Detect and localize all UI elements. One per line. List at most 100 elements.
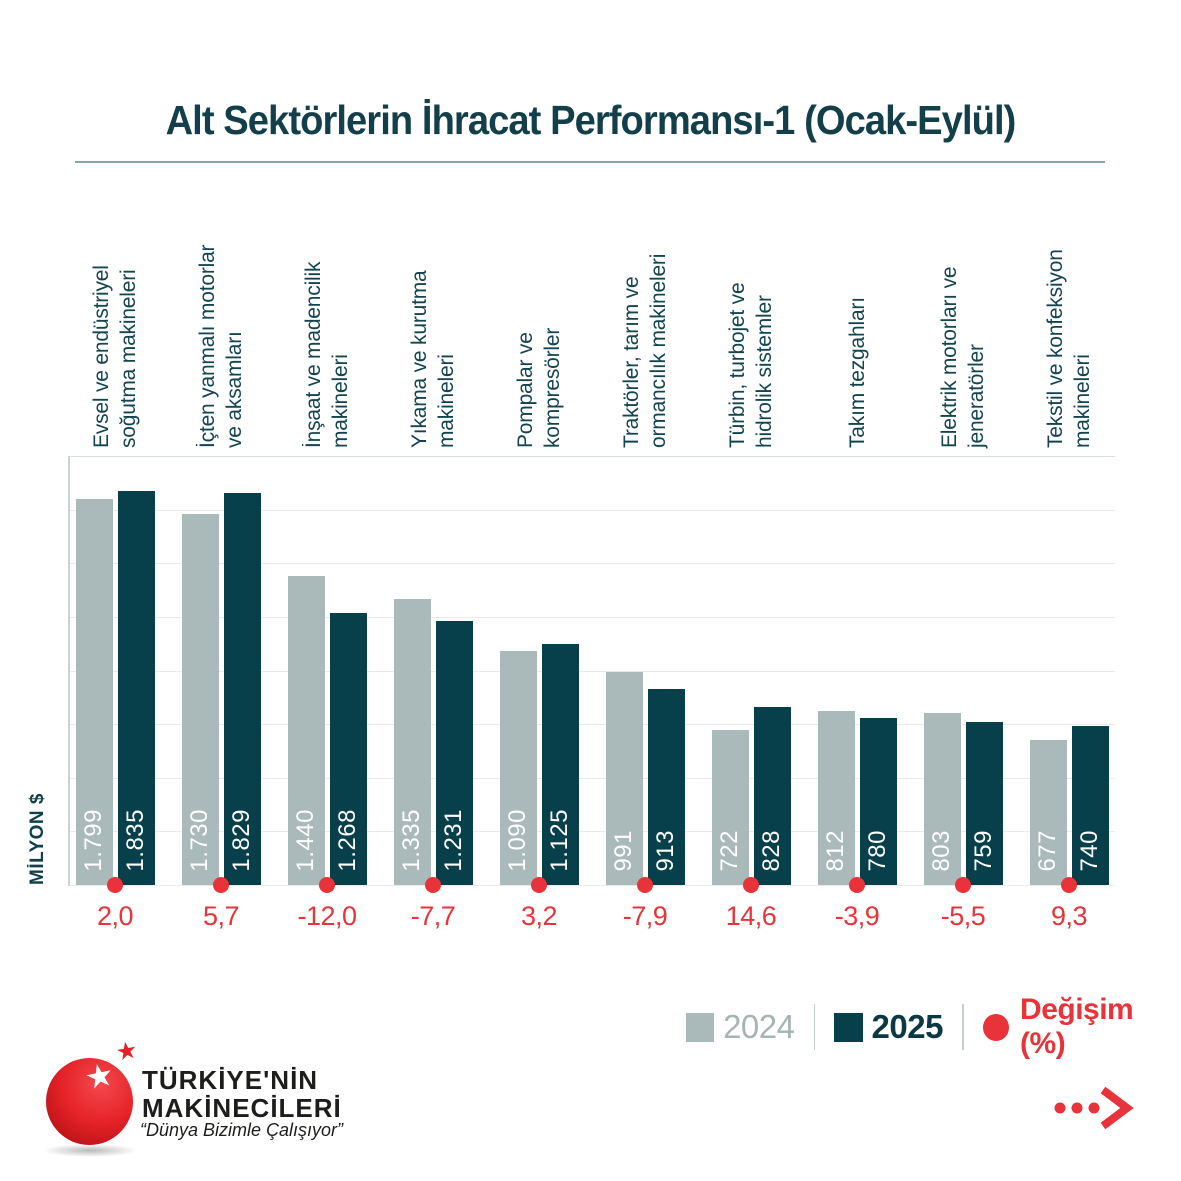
gridline bbox=[68, 616, 1115, 618]
category-label: Pompalar ve kompresörler bbox=[494, 185, 584, 448]
category-label-text: Yıkama ve kurutma makineleri bbox=[408, 270, 458, 449]
legend-label-2024: 2024 bbox=[723, 1008, 795, 1045]
category-label-text: Traktörler, tarım ve ormancılık makinele… bbox=[620, 253, 670, 448]
more-arrow-icon bbox=[1054, 1086, 1134, 1130]
category-label-text: Elektrik motorları ve jeneratörler bbox=[938, 266, 988, 448]
change-dot-icon bbox=[107, 877, 123, 893]
bar-value-label: 780 bbox=[864, 830, 891, 872]
bar-2025: 913 bbox=[647, 689, 685, 885]
chart-title: Alt Sektörlerin İhracat Performansı-1 (O… bbox=[165, 97, 1017, 143]
category-label: Türbin, turbojet ve hidrolik sistemler bbox=[706, 185, 796, 448]
bar-2025: 828 bbox=[753, 707, 791, 885]
gridline bbox=[68, 724, 1115, 726]
y-axis-line bbox=[68, 456, 70, 886]
change-dot-icon bbox=[637, 877, 653, 893]
bar-value-label: 740 bbox=[1076, 830, 1103, 872]
legend-divider bbox=[961, 1004, 964, 1050]
change-value: -12,0 bbox=[297, 901, 357, 931]
change-dot-icon bbox=[955, 877, 971, 893]
legend-label-2025: 2025 bbox=[871, 1008, 944, 1045]
bar-2024: 1.440 bbox=[287, 576, 325, 885]
gridline bbox=[68, 509, 1115, 511]
category-label-text: Tekstil ve konfeksiyon makineleri bbox=[1044, 249, 1094, 448]
change-dot-icon bbox=[1061, 877, 1077, 893]
legend-swatch-2024 bbox=[686, 1012, 715, 1042]
header-divider bbox=[75, 161, 1105, 163]
gridline bbox=[68, 670, 1115, 672]
bar-2024: 803 bbox=[923, 713, 961, 885]
gridline bbox=[68, 885, 1115, 886]
change-value: 14,6 bbox=[725, 901, 777, 931]
gridline bbox=[68, 456, 1115, 457]
legend-divider bbox=[813, 1004, 816, 1050]
category-label-text: Takım tezgahları bbox=[845, 297, 869, 448]
category-label: Yıkama ve kurutma makineleri bbox=[388, 185, 478, 449]
bar-2024: 1.335 bbox=[393, 599, 431, 885]
change-value: 3,2 bbox=[520, 901, 558, 931]
logo-slogan: “Dünya Bizimle Çalışıyor” bbox=[140, 1120, 344, 1140]
bar-value-label: 991 bbox=[610, 830, 637, 872]
change-dot-icon bbox=[319, 877, 335, 893]
bar-2024: 812 bbox=[817, 711, 855, 885]
change-dot-icon bbox=[743, 877, 759, 893]
bar-value-label: 1.835 bbox=[122, 809, 149, 872]
bar-2025: 780 bbox=[859, 718, 897, 885]
bar-2025: 740 bbox=[1071, 726, 1109, 885]
change-value: 9,3 bbox=[1050, 901, 1088, 931]
star-icon: ★ bbox=[81, 1055, 118, 1097]
logo-sphere-icon bbox=[46, 1058, 133, 1145]
legend-change-dot-icon bbox=[982, 1013, 1010, 1041]
category-label: Takım tezgahları bbox=[812, 185, 902, 448]
logo-name-line1: TÜRKİYE'NİN bbox=[142, 1065, 319, 1095]
bar-value-label: 828 bbox=[758, 830, 785, 872]
bar-2024: 991 bbox=[605, 672, 643, 885]
small-star-icon: ★ bbox=[113, 1036, 140, 1067]
bar-2024: 1.799 bbox=[75, 499, 113, 885]
bar-value-label: 1.440 bbox=[292, 809, 319, 872]
logo: ★ ★ TÜRKİYE'NİN MAKİNECİLERİ “Dünya Bizi… bbox=[40, 1036, 380, 1175]
gridline bbox=[68, 777, 1115, 779]
bar-2024: 1.730 bbox=[181, 514, 219, 885]
category-label-text: İçten yanmalı motorlar ve aksamları bbox=[196, 244, 246, 448]
bar-2025: 1.829 bbox=[223, 493, 261, 885]
y-axis-label-text: MİLYON $ bbox=[27, 793, 48, 885]
bar-2024: 1.090 bbox=[499, 651, 537, 885]
bar-value-label: 1.799 bbox=[80, 809, 107, 872]
bar-2025: 1.125 bbox=[541, 644, 579, 885]
change-value: -3,9 bbox=[834, 901, 880, 931]
bar-value-label: 1.090 bbox=[504, 809, 531, 872]
bar-value-label: 913 bbox=[652, 830, 679, 872]
category-label: İnşaat ve madencilik makineleri bbox=[282, 185, 372, 448]
bar-2024: 677 bbox=[1029, 740, 1067, 885]
category-label: Evsel ve endüstriyel soğutma makineleri bbox=[70, 185, 160, 448]
logo-name-line2: MAKİNECİLERİ bbox=[142, 1093, 342, 1123]
legend: 2024 2025 Değişim (%) bbox=[686, 993, 1181, 1060]
bar-value-label: 1.125 bbox=[546, 809, 573, 872]
logo-shadow bbox=[42, 1144, 138, 1157]
bar-2025: 1.835 bbox=[117, 491, 155, 885]
bar-value-label: 1.268 bbox=[334, 809, 361, 872]
gridline bbox=[68, 563, 1115, 565]
bar-value-label: 1.829 bbox=[228, 809, 255, 872]
gridline bbox=[68, 831, 1115, 833]
bar-value-label: 759 bbox=[970, 830, 997, 872]
category-label: Tekstil ve konfeksiyon makineleri bbox=[1024, 185, 1114, 448]
category-label-text: Evsel ve endüstriyel soğutma makineleri bbox=[90, 265, 140, 448]
change-value: -5,5 bbox=[940, 901, 986, 931]
bar-2024: 722 bbox=[711, 730, 749, 885]
category-label-text: Pompalar ve kompresörler bbox=[514, 327, 564, 448]
bar-value-label: 1.231 bbox=[440, 809, 467, 872]
change-value: -7,9 bbox=[622, 901, 668, 931]
change-value: -7,7 bbox=[410, 901, 456, 931]
bar-value-label: 1.335 bbox=[398, 809, 425, 872]
y-axis-label: MİLYON $ bbox=[24, 786, 52, 885]
bar-2025: 1.231 bbox=[435, 621, 473, 885]
category-label: Traktörler, tarım ve ormancılık makinele… bbox=[600, 185, 690, 448]
logo-name: TÜRKİYE'NİN MAKİNECİLERİ bbox=[142, 1066, 342, 1122]
bar-2025: 759 bbox=[965, 722, 1003, 885]
category-label-text: Türbin, turbojet ve hidrolik sistemler bbox=[726, 282, 776, 448]
change-dot-icon bbox=[531, 877, 547, 893]
change-value: 2,0 bbox=[96, 901, 134, 931]
